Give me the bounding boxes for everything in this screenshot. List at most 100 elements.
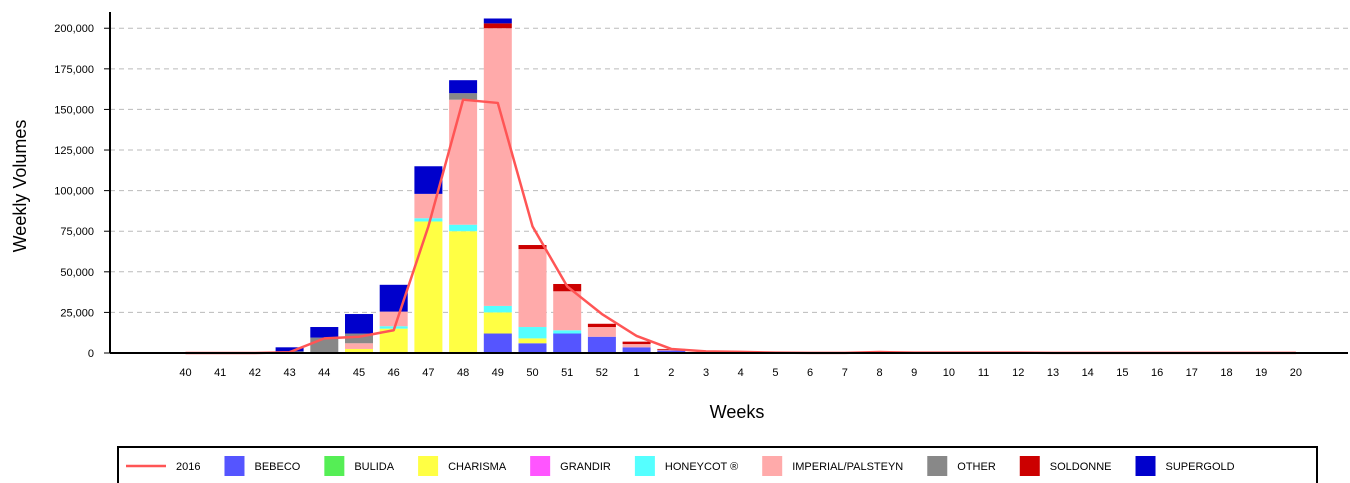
bar-segment bbox=[345, 343, 373, 349]
x-tick-label: 49 bbox=[492, 367, 504, 379]
bar-segment bbox=[553, 291, 582, 331]
x-tick-label: 13 bbox=[1047, 367, 1059, 379]
bar-segment bbox=[518, 245, 547, 250]
legend-label: SOLDONNE bbox=[1050, 461, 1112, 473]
bar-segment bbox=[345, 314, 373, 334]
x-tick-label: 48 bbox=[457, 367, 469, 379]
legend-box bbox=[117, 446, 1318, 483]
legend-label: HONEYCOT ® bbox=[665, 461, 738, 473]
bar-segment bbox=[449, 224, 478, 232]
x-tick-label: 14 bbox=[1082, 367, 1094, 379]
bar-segment bbox=[587, 323, 616, 328]
legend-label: OTHER bbox=[957, 461, 996, 473]
x-tick-label: 2 bbox=[668, 367, 674, 379]
legend-swatch bbox=[224, 456, 245, 476]
legend-swatch bbox=[634, 456, 655, 476]
bar-segment bbox=[345, 348, 373, 353]
y-tick-labels: 0 25,000 50,000 75,000 100,000 125,000 150,000… bbox=[54, 23, 110, 360]
x-tick-label: 8 bbox=[876, 367, 882, 379]
legend-swatch bbox=[530, 456, 551, 476]
bar-segment bbox=[587, 336, 616, 353]
x-tick-label: 50 bbox=[526, 367, 538, 379]
y-axis-title: Weekly Volumes bbox=[10, 120, 30, 253]
bar-segment bbox=[553, 330, 582, 334]
x-tick-label: 15 bbox=[1116, 367, 1128, 379]
x-tick-label: 18 bbox=[1220, 367, 1232, 379]
x-tick-label: 3 bbox=[703, 367, 709, 379]
bar-segment bbox=[483, 28, 512, 306]
bar-segment bbox=[414, 221, 443, 353]
bar-segment bbox=[449, 99, 478, 225]
x-tick-label: 6 bbox=[807, 367, 813, 379]
bar-segment bbox=[379, 311, 408, 327]
x-axis-title: Weeks bbox=[710, 402, 765, 422]
axes bbox=[109, 12, 1348, 354]
legend: 2016 BEBECO BULIDA CHARISMA GRANDIR HONEYCOT … bbox=[117, 446, 1318, 483]
x-tick-label: 41 bbox=[214, 367, 226, 379]
bar-segment bbox=[379, 284, 408, 312]
x-tick-label: 19 bbox=[1255, 367, 1267, 379]
bar-segment bbox=[449, 93, 478, 100]
y-tick-label: 100,000 bbox=[54, 186, 94, 198]
y-tick-label: 75,000 bbox=[60, 226, 94, 238]
x-tick-label: 9 bbox=[911, 367, 917, 379]
legend-swatch bbox=[927, 456, 948, 476]
bar-segment bbox=[345, 333, 373, 344]
bar-segment bbox=[483, 312, 512, 334]
gridlines bbox=[110, 27, 1348, 313]
x-tick-label: 16 bbox=[1151, 367, 1163, 379]
bar-segment bbox=[414, 193, 443, 219]
x-tick-label: 12 bbox=[1012, 367, 1024, 379]
x-tick-label: 40 bbox=[179, 367, 191, 379]
x-tick-label: 5 bbox=[772, 367, 778, 379]
bar-segment bbox=[483, 305, 512, 313]
legend-swatch bbox=[762, 456, 783, 476]
legend-swatch bbox=[1019, 456, 1040, 476]
bar-segment bbox=[657, 350, 686, 353]
bar-segment bbox=[518, 249, 547, 328]
y-tick-label: 200,000 bbox=[54, 23, 94, 35]
legend-swatch bbox=[418, 456, 439, 476]
x-tick-label: 52 bbox=[596, 367, 608, 379]
bar-segment bbox=[310, 327, 339, 338]
legend-label: SUPERGOLD bbox=[1166, 461, 1235, 473]
bar-segment bbox=[483, 333, 512, 353]
y-tick-label: 150,000 bbox=[54, 104, 94, 116]
bar-segment bbox=[622, 344, 651, 348]
bar-segment bbox=[587, 327, 616, 337]
bar-segment bbox=[518, 327, 547, 339]
x-tick-label: 10 bbox=[943, 367, 955, 379]
y-tick-label: 175,000 bbox=[54, 64, 94, 76]
x-tick-label: 43 bbox=[283, 367, 295, 379]
bars bbox=[275, 18, 686, 353]
bar-segment bbox=[310, 337, 339, 353]
x-tick-label: 51 bbox=[561, 367, 573, 379]
x-tick-label: 1 bbox=[634, 367, 640, 379]
x-tick-label: 11 bbox=[978, 367, 989, 379]
x-tick-label: 47 bbox=[422, 367, 434, 379]
bar-segment bbox=[518, 343, 547, 353]
legend-label: CHARISMA bbox=[448, 461, 507, 473]
bar-segment bbox=[622, 341, 651, 345]
x-tick-label: 45 bbox=[353, 367, 365, 379]
bar-segment bbox=[449, 80, 478, 94]
bar-segment bbox=[553, 333, 582, 353]
y-tick-label: 0 bbox=[88, 348, 94, 360]
legend-swatch bbox=[324, 456, 345, 476]
x-tick-labels: 40 41 42 43 44 45 46 47 48 49 50 51 52 1 2 3 4 5 6 7 8 9 10 11 1… bbox=[179, 367, 1302, 379]
y-tick-label: 25,000 bbox=[60, 307, 94, 319]
bar-segment bbox=[483, 18, 512, 24]
x-tick-label: 44 bbox=[318, 367, 330, 379]
bar-segment bbox=[518, 338, 547, 344]
legend-label: GRANDIR bbox=[560, 461, 611, 473]
x-tick-label: 46 bbox=[388, 367, 400, 379]
bar-segment bbox=[275, 347, 304, 352]
legend-label: BEBECO bbox=[254, 461, 300, 473]
y-tick-label: 50,000 bbox=[60, 267, 94, 279]
legend-label: BULIDA bbox=[354, 461, 394, 473]
legend-swatch bbox=[1135, 456, 1156, 476]
x-tick-label: 7 bbox=[842, 367, 848, 379]
bar-segment bbox=[449, 231, 478, 353]
y-tick-label: 125,000 bbox=[54, 145, 94, 157]
x-tick-label: 17 bbox=[1186, 367, 1198, 379]
